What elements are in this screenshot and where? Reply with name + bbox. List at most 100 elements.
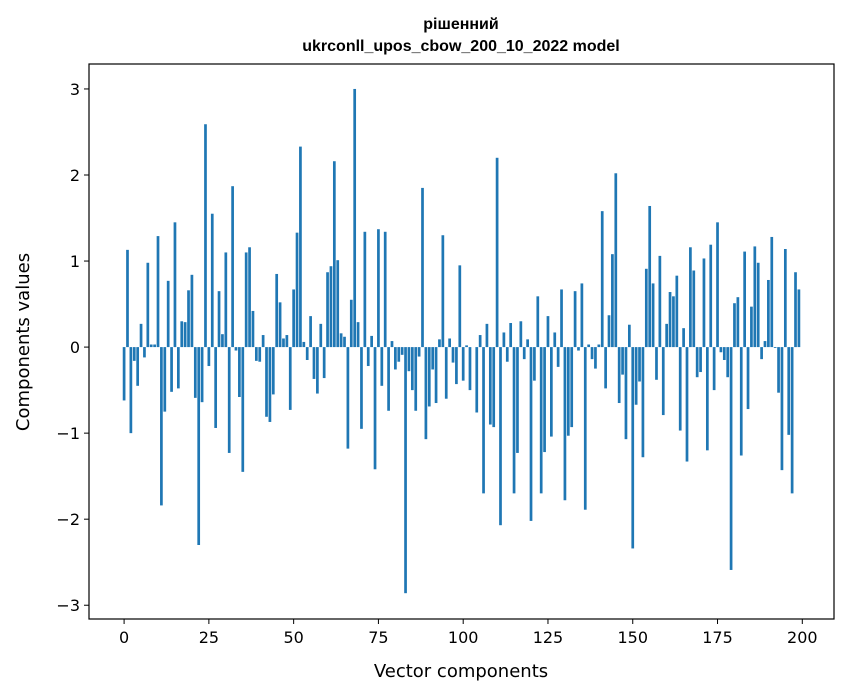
y-tick-label: 2 (70, 166, 80, 185)
bar-84 (408, 347, 411, 371)
bar-82 (401, 347, 404, 355)
bar-196 (787, 347, 790, 435)
chart-title-line1: рішенний (423, 16, 498, 33)
bar-0 (123, 347, 126, 400)
bar-117 (519, 321, 522, 347)
bar-37 (248, 247, 251, 347)
bar-27 (214, 347, 217, 428)
bar-142 (604, 347, 607, 388)
bar-176 (720, 347, 723, 352)
bar-166 (686, 347, 689, 461)
bar-49 (289, 347, 292, 410)
bar-181 (737, 297, 740, 347)
bar-183 (743, 252, 746, 348)
bar-130 (564, 347, 567, 500)
bar-23 (201, 347, 204, 402)
bar-2 (130, 347, 133, 433)
y-tick-label: −1 (56, 424, 80, 443)
bar-94 (441, 235, 444, 347)
x-tick-label: 100 (448, 628, 479, 647)
bar-179 (730, 347, 733, 570)
bar-38 (252, 311, 255, 347)
bar-135 (581, 283, 584, 347)
bar-47 (282, 338, 285, 347)
bar-195 (784, 249, 787, 347)
bar-40 (258, 347, 261, 362)
bar-50 (292, 289, 295, 347)
bar-110 (496, 158, 499, 347)
bar-6 (143, 347, 146, 357)
bar-95 (445, 347, 448, 399)
bar-154 (645, 269, 648, 347)
bar-101 (465, 345, 468, 347)
bar-32 (231, 186, 234, 347)
bar-159 (662, 347, 665, 415)
bar-12 (163, 347, 166, 412)
bar-46 (279, 302, 282, 347)
bar-52 (299, 147, 302, 347)
bar-150 (631, 347, 634, 548)
bar-97 (452, 347, 455, 362)
bar-192 (774, 347, 777, 348)
x-tick-label: 175 (702, 628, 733, 647)
y-axis-label: Components values (13, 253, 34, 431)
bar-77 (384, 232, 387, 347)
bar-108 (489, 347, 492, 424)
bar-160 (665, 324, 668, 347)
bar-43 (269, 347, 272, 422)
bar-163 (675, 276, 678, 347)
bar-98 (455, 347, 458, 384)
bar-45 (275, 274, 278, 347)
bar-118 (523, 347, 526, 359)
bar-123 (540, 347, 543, 493)
bar-193 (777, 347, 780, 393)
bar-152 (638, 347, 641, 381)
bar-4 (136, 347, 139, 386)
bar-120 (530, 347, 533, 521)
bar-76 (380, 347, 383, 386)
bar-56 (313, 347, 316, 379)
bar-190 (767, 280, 770, 347)
bar-136 (584, 347, 587, 510)
bar-5 (140, 324, 143, 347)
bar-167 (689, 247, 692, 347)
bar-107 (486, 324, 489, 347)
bar-100 (462, 347, 465, 381)
bar-87 (418, 347, 421, 356)
bar-63 (336, 260, 339, 347)
bar-191 (770, 237, 773, 347)
bar-61 (330, 266, 333, 347)
x-tick-label: 200 (787, 628, 818, 647)
bar-70 (360, 347, 363, 429)
y-tick-label: −2 (56, 510, 80, 529)
bar-149 (628, 325, 631, 347)
bar-106 (482, 347, 485, 493)
bar-34 (238, 347, 241, 397)
bar-145 (614, 173, 617, 347)
bar-128 (557, 347, 560, 367)
bar-64 (340, 333, 343, 347)
bar-105 (479, 335, 482, 347)
bar-112 (503, 332, 506, 347)
bar-138 (591, 347, 594, 359)
bar-44 (272, 347, 275, 394)
bar-155 (648, 206, 651, 347)
y-tick-label: −3 (56, 596, 80, 615)
bar-22 (197, 347, 200, 545)
bar-134 (577, 347, 580, 350)
bar-83 (404, 347, 407, 593)
bar-33 (235, 347, 238, 350)
bar-111 (499, 347, 502, 525)
bar-96 (448, 338, 451, 347)
bar-177 (723, 347, 726, 360)
x-tick-label: 75 (368, 628, 388, 647)
bar-186 (753, 246, 756, 347)
bar-188 (760, 347, 763, 359)
bar-35 (241, 347, 244, 472)
bar-173 (709, 245, 712, 347)
bar-65 (343, 337, 346, 347)
bar-48 (286, 335, 289, 347)
bar-141 (601, 211, 604, 347)
bar-189 (764, 341, 767, 347)
bar-80 (394, 347, 397, 369)
